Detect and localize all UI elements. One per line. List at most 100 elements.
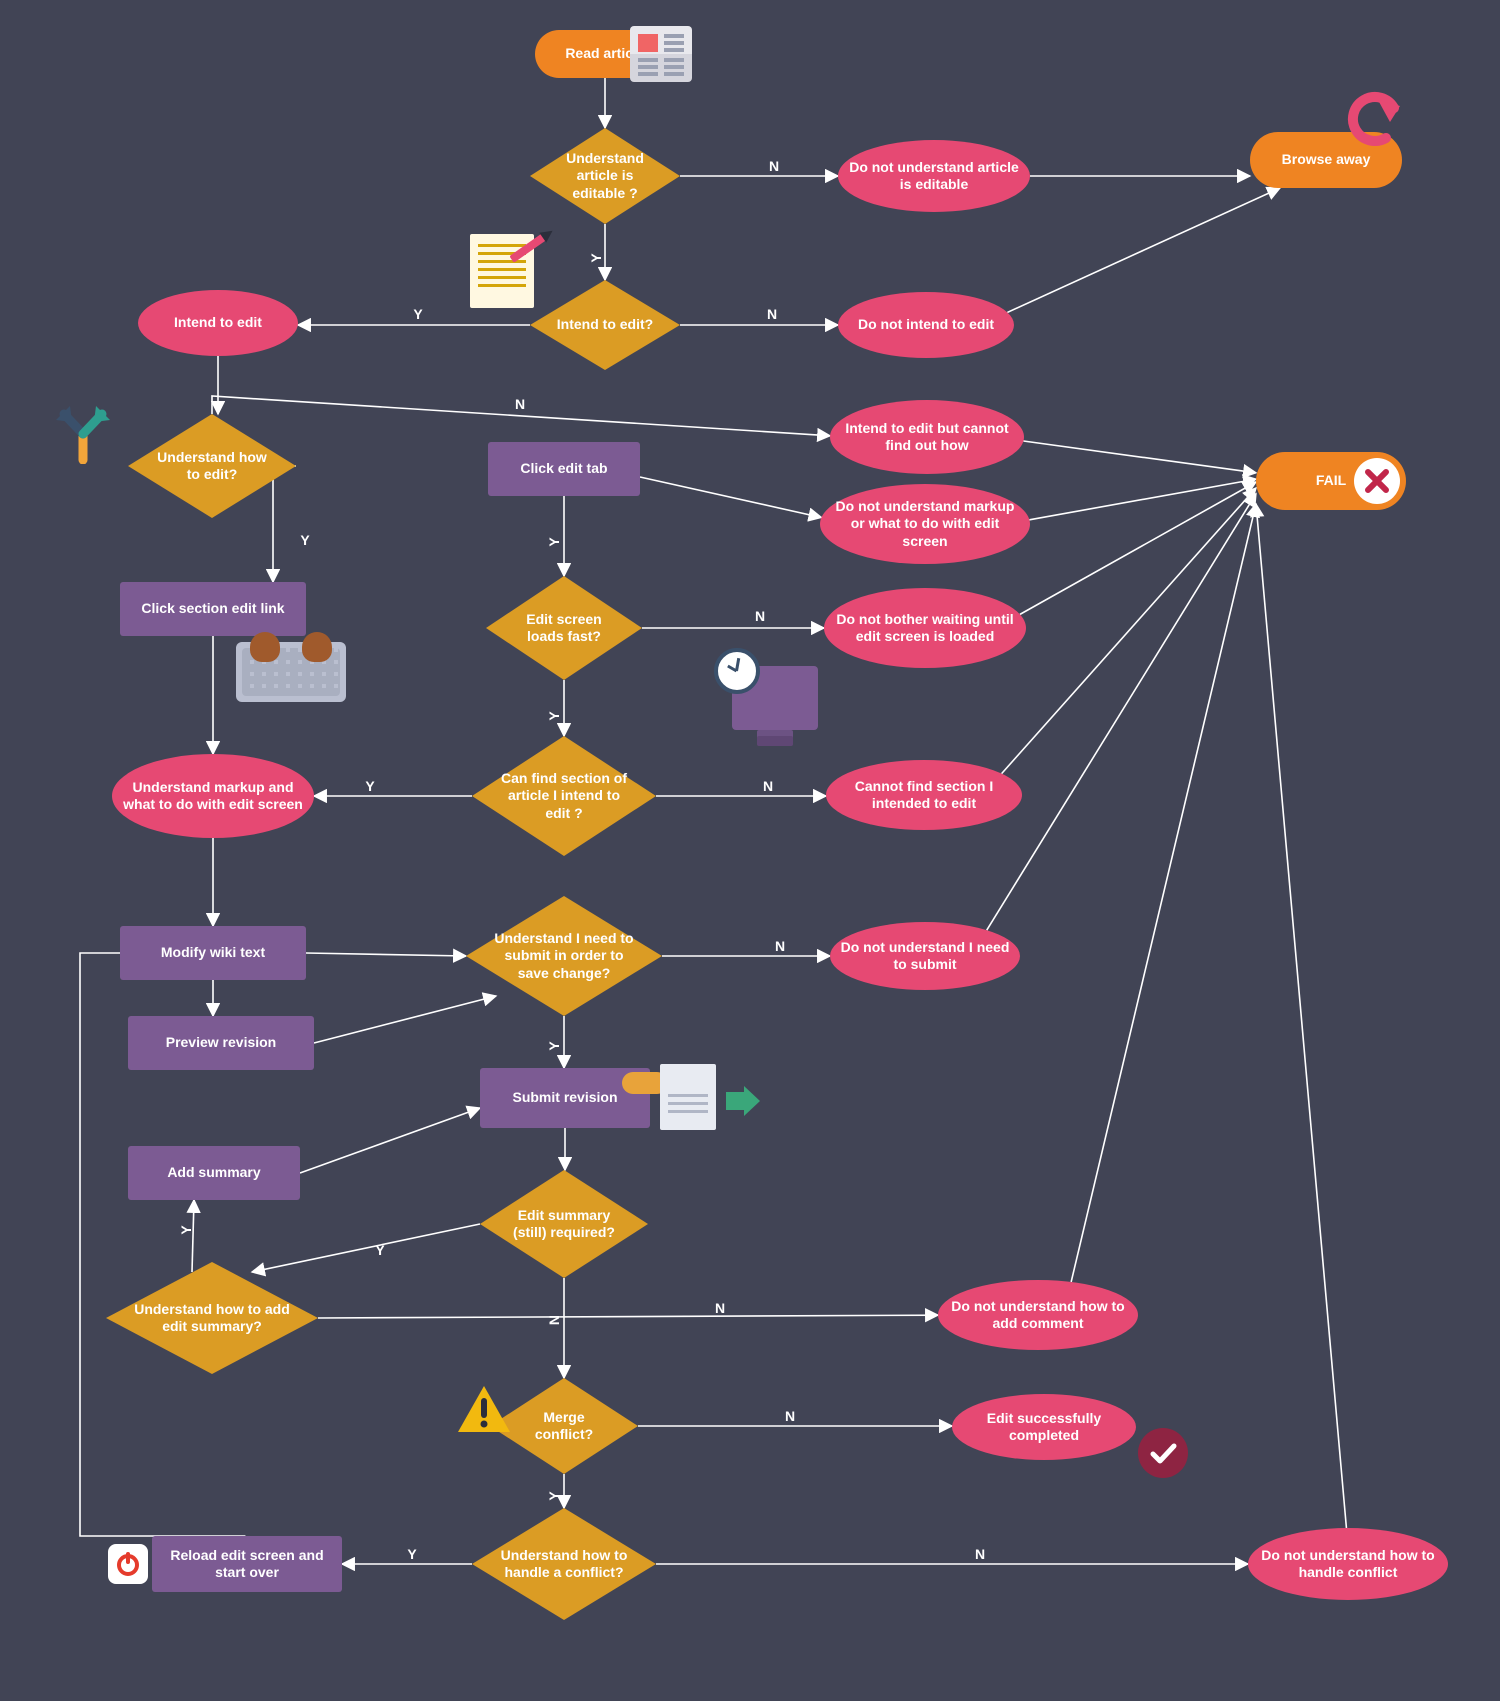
edge-s_nofind-fail — [1002, 488, 1256, 774]
edge-label: N — [769, 159, 779, 173]
node-label: Do not intend to edit — [858, 316, 994, 334]
edge-label: Y — [547, 1491, 561, 1500]
node-label: Cannot find section I intended to edit — [836, 778, 1012, 813]
edge-label: Y — [413, 307, 422, 321]
edge-label: N — [515, 397, 525, 411]
node-q_submit: Understand I need to submit in order to … — [466, 896, 662, 1016]
node-label: Edit screen loads fast? — [496, 611, 632, 646]
node-a_reload: Reload edit screen and start over — [152, 1536, 342, 1592]
node-s_nointend: Do not intend to edit — [838, 292, 1014, 358]
node-s_intend: Intend to edit — [138, 290, 298, 356]
node-a_preview: Preview revision — [128, 1016, 314, 1070]
edge-s_nointend-browse — [1007, 188, 1280, 312]
node-label: Merge conflict? — [500, 1409, 628, 1444]
node-label: Click edit tab — [520, 460, 607, 478]
edge-label: N — [775, 939, 785, 953]
node-label: Browse away — [1282, 151, 1371, 169]
node-s_mark: Understand markup and what to do with ed… — [112, 754, 314, 838]
loop-arrow-icon — [1334, 88, 1404, 153]
node-q_sumreq: Edit summary (still) required? — [480, 1170, 648, 1278]
edge-label: Y — [365, 779, 374, 793]
checkmark-icon — [1138, 1428, 1188, 1478]
edge-s_cantfind-fail — [1023, 441, 1256, 473]
node-s_nomarkup: Do not understand markup or what to do w… — [820, 484, 1030, 564]
edge-s_nowait-fail — [1020, 482, 1256, 614]
edge-a_summary-a_submit — [300, 1108, 480, 1173]
node-s_nowait: Do not bother waiting until edit screen … — [824, 588, 1026, 668]
node-label: Reload edit screen and start over — [162, 1547, 332, 1582]
node-label: Click section edit link — [141, 600, 284, 618]
edge-a_modify-q_submit — [306, 953, 466, 956]
edge-label: N — [763, 779, 773, 793]
node-q_how: Understand how to edit? — [128, 414, 296, 518]
power-icon — [108, 1544, 148, 1584]
node-label: Do not understand markup or what to do w… — [830, 498, 1020, 551]
node-label: Edit summary (still) required? — [490, 1207, 638, 1242]
node-q_merge: Merge conflict? — [490, 1378, 638, 1474]
edge-label: Y — [589, 253, 603, 262]
node-label: Understand how to edit? — [138, 449, 286, 484]
edge-label: N — [715, 1301, 725, 1315]
edge-layer — [0, 0, 1500, 1701]
node-s_nocomment: Do not understand how to add comment — [938, 1280, 1138, 1350]
node-label: Intend to edit? — [543, 316, 667, 334]
edge-label: Y — [407, 1547, 416, 1561]
edge-label: Y — [547, 1041, 561, 1050]
node-label: FAIL — [1316, 472, 1346, 490]
split-arrows-icon — [50, 398, 116, 469]
node-q_editable: Understand article is editable ? — [530, 128, 680, 224]
fail-x-icon — [1354, 458, 1400, 504]
edge-label: Y — [375, 1243, 384, 1257]
edge-label: Y — [179, 1225, 193, 1234]
node-label: Understand markup and what to do with ed… — [122, 779, 304, 814]
monitor-clock-icon — [732, 666, 818, 730]
node-label: Intend to edit but cannot find out how — [840, 420, 1014, 455]
node-q_howsum: Understand how to add edit summary? — [106, 1262, 318, 1374]
edge-label: N — [975, 1547, 985, 1561]
node-q_loads: Edit screen loads fast? — [486, 576, 642, 680]
node-q_findsec: Can find section of article I intend to … — [472, 736, 656, 856]
node-s_done: Edit successfully completed — [952, 1394, 1136, 1460]
edge-a_clicktab-s_nomarkup — [640, 477, 821, 517]
node-s_cantfind: Intend to edit but cannot find out how — [830, 400, 1024, 474]
edge-label: N — [755, 609, 765, 623]
node-label: Edit successfully completed — [962, 1410, 1126, 1445]
edge-label: Y — [547, 537, 561, 546]
node-a_clicksec: Click section edit link — [120, 582, 306, 636]
node-q_intend: Intend to edit? — [530, 280, 680, 370]
node-label: Do not understand I need to submit — [840, 939, 1010, 974]
edge-s_noconflict-fail — [1256, 504, 1346, 1528]
node-label: Understand how to handle a conflict? — [482, 1547, 646, 1582]
edge-label: Y — [547, 711, 561, 720]
node-label: Do not understand how to add comment — [948, 1298, 1128, 1333]
node-label: Modify wiki text — [161, 944, 265, 962]
node-a_clicktab: Click edit tab — [488, 442, 640, 496]
node-label: Submit revision — [512, 1089, 617, 1107]
edge-label: N — [767, 307, 777, 321]
node-label: Add summary — [167, 1164, 260, 1182]
edge-label: Y — [300, 533, 309, 547]
node-s_nosubmit: Do not understand I need to submit — [830, 922, 1020, 990]
node-label: Understand article is editable ? — [540, 150, 670, 203]
node-s_noconflict: Do not understand how to handle conflict — [1248, 1528, 1448, 1600]
node-label: Do not understand how to handle conflict — [1258, 1547, 1438, 1582]
node-a_summary: Add summary — [128, 1146, 300, 1200]
edge-s_nosubmit-fail — [987, 494, 1256, 930]
edge-label: N — [785, 1409, 795, 1423]
node-label: Intend to edit — [174, 314, 262, 332]
submit-doc-icon — [660, 1064, 716, 1130]
node-label: Can find section of article I intend to … — [482, 770, 646, 823]
edge-s_nomarkup-fail — [1029, 479, 1256, 520]
edge-label: N — [547, 1315, 561, 1325]
edge-q_howsum-s_nocomment — [318, 1315, 938, 1318]
keyboard-icon — [236, 642, 346, 702]
newspaper-icon — [630, 26, 692, 82]
node-s_nofind: Cannot find section I intended to edit — [826, 760, 1022, 830]
page-pencil-icon — [470, 234, 534, 308]
node-label: Do not understand article is editable — [848, 159, 1020, 194]
flowchart-canvas: Read articleUnderstand article is editab… — [0, 0, 1500, 1701]
node-label: Do not bother waiting until edit screen … — [834, 611, 1016, 646]
node-s_noedit: Do not understand article is editable — [838, 140, 1030, 212]
node-label: Preview revision — [166, 1034, 277, 1052]
node-label: Understand how to add edit summary? — [116, 1301, 308, 1336]
